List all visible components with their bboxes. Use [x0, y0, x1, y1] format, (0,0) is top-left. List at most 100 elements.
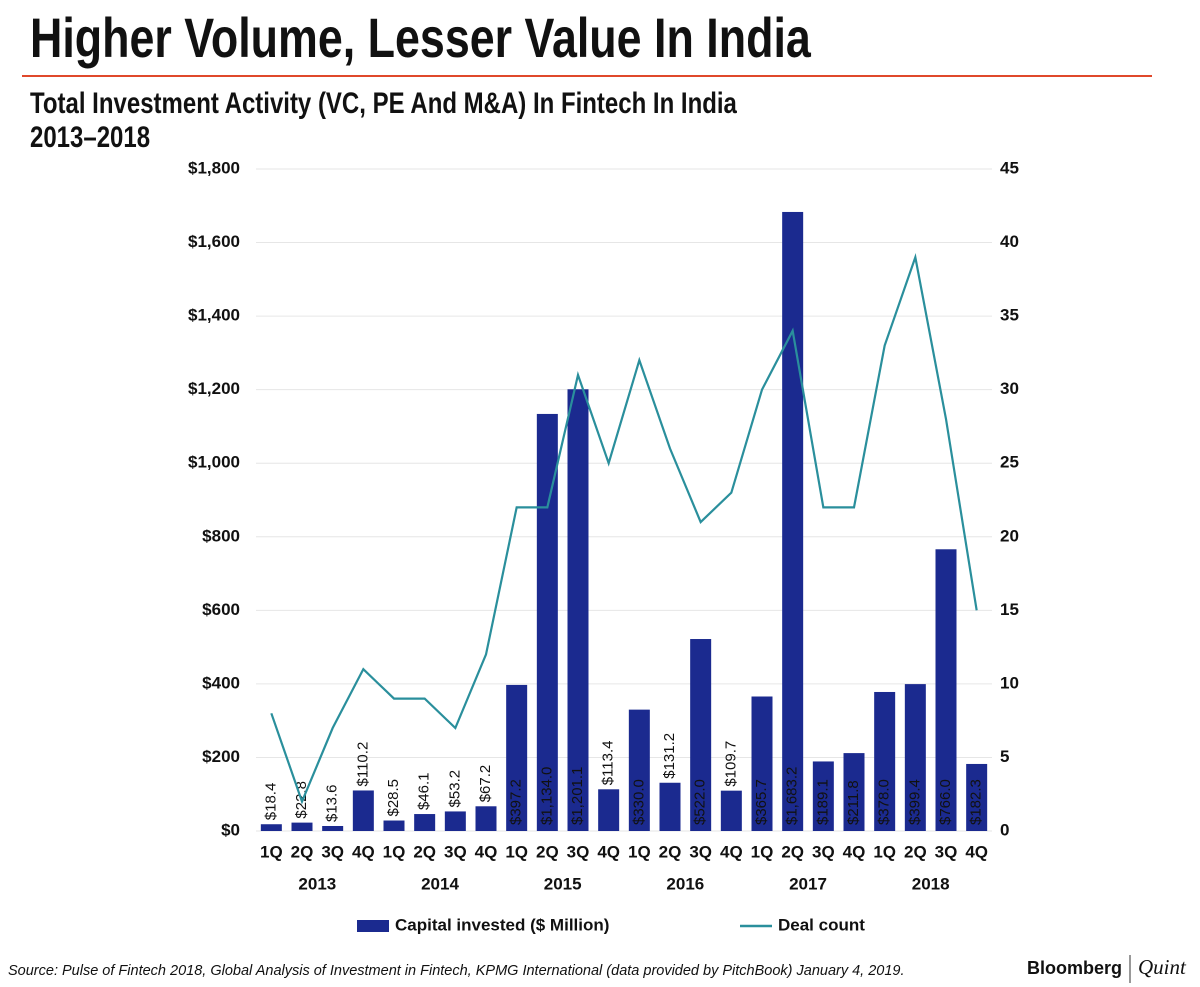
x-tick-label: 4Q	[843, 842, 866, 861]
y-tick-label: $800	[202, 526, 240, 545]
bar	[291, 822, 313, 831]
x-tick-label: 3Q	[812, 842, 835, 861]
y2-tick-label: 15	[1000, 600, 1019, 619]
x-tick-label: 1Q	[873, 842, 896, 861]
y2-tick-label: 30	[1000, 379, 1019, 398]
y2-tick-label: 0	[1000, 820, 1009, 839]
y-tick-label: $0	[221, 820, 240, 839]
x-tick-label: 3Q	[444, 842, 467, 861]
bar-value-label: $110.2	[354, 742, 371, 787]
bar-value-label: $182.3	[968, 779, 985, 825]
source: Source: Pulse of Fintech 2018, Global An…	[8, 963, 905, 979]
x-tick-label: 2Q	[904, 842, 927, 861]
bar	[475, 806, 497, 831]
bar-value-label: $46.1	[416, 772, 433, 810]
x-group-label: 2014	[421, 874, 459, 893]
bar	[690, 639, 712, 831]
bar-value-label: $113.4	[600, 741, 617, 786]
x-tick-label: 2Q	[413, 842, 436, 861]
y-tick-label: $1,000	[188, 453, 240, 472]
bar-value-label: $330.0	[630, 779, 647, 825]
bar	[935, 549, 957, 831]
bar-value-label: $378.0	[876, 779, 893, 825]
y2-tick-label: 20	[1000, 526, 1019, 545]
bar	[322, 825, 344, 831]
x-tick-label: 2Q	[659, 842, 682, 861]
x-tick-label: 2Q	[536, 842, 559, 861]
y2-tick-label: 10	[1000, 673, 1019, 692]
y-tick-label: $1,800	[188, 158, 240, 177]
bar	[598, 789, 620, 831]
y-tick-label: $1,600	[188, 232, 240, 251]
bar	[536, 413, 558, 831]
y2-tick-label: 45	[1000, 158, 1019, 177]
brand: Quint	[1138, 955, 1187, 979]
x-group-label: 2015	[544, 874, 582, 893]
bar	[414, 814, 436, 831]
bar	[782, 211, 804, 832]
bar-value-label: $13.6	[324, 784, 341, 822]
y-tick-label: $1,200	[188, 379, 240, 398]
y-tick-label: $200	[202, 747, 240, 766]
bar-value-label: $28.5	[385, 779, 402, 817]
x-tick-label: 2Q	[291, 842, 314, 861]
bar-value-label: $67.2	[477, 765, 494, 803]
x-group-label: 2016	[666, 874, 704, 893]
y-tick-label: $1,400	[188, 306, 240, 325]
bar	[874, 691, 896, 831]
bar	[260, 824, 282, 831]
bar	[904, 684, 926, 831]
x-tick-label: 1Q	[751, 842, 774, 861]
y2-tick-label: 35	[1000, 306, 1019, 325]
x-group-label: 2013	[298, 874, 336, 893]
x-tick-label: 4Q	[352, 842, 375, 861]
bar-value-label: $1,134.0	[538, 767, 555, 825]
x-tick-label: 1Q	[505, 842, 528, 861]
title: Higher Volume, Lesser Value In India	[30, 6, 812, 69]
bar-value-label: $397.2	[508, 779, 525, 825]
x-group-label: 2017	[789, 874, 827, 893]
x-tick-label: 2Q	[781, 842, 804, 861]
bar	[444, 811, 466, 831]
bar	[383, 820, 405, 831]
bar-value-label: $1,683.2	[784, 767, 801, 825]
bar	[751, 696, 773, 831]
bar-value-label: $1,201.1	[569, 767, 586, 825]
x-tick-label: 4Q	[475, 842, 498, 861]
x-tick-label: 1Q	[260, 842, 283, 861]
y2-tick-label: 5	[1000, 747, 1009, 766]
bar-value-label: $109.7	[722, 741, 739, 787]
x-tick-label: 4Q	[720, 842, 743, 861]
bar	[966, 763, 988, 831]
bar	[567, 389, 589, 831]
subtitle: 2013–2018	[30, 119, 150, 153]
x-tick-label: 4Q	[597, 842, 620, 861]
y2-tick-label: 40	[1000, 232, 1019, 251]
bar	[659, 782, 681, 831]
subtitle: Total Investment Activity (VC, PE And M&…	[30, 85, 738, 119]
y-tick-label: $400	[202, 673, 240, 692]
legend-label: Capital invested ($ Million)	[395, 915, 609, 934]
bar	[720, 790, 742, 831]
legend-label: Deal count	[778, 915, 865, 934]
brand: Bloomberg	[1027, 958, 1122, 978]
x-tick-label: 3Q	[689, 842, 712, 861]
bar-value-label: $189.1	[814, 779, 831, 825]
legend-swatch	[357, 920, 389, 932]
y2-tick-label: 25	[1000, 453, 1019, 472]
bar-value-label: $399.4	[906, 779, 923, 825]
bar	[506, 684, 528, 831]
x-tick-label: 3Q	[321, 842, 344, 861]
y-tick-label: $600	[202, 600, 240, 619]
bar-value-label: $131.2	[661, 733, 678, 779]
x-tick-label: 1Q	[628, 842, 651, 861]
bar-value-label: $18.4	[262, 783, 279, 821]
x-tick-label: 3Q	[935, 842, 958, 861]
bar-value-label: $365.7	[753, 779, 770, 825]
x-tick-label: 4Q	[965, 842, 988, 861]
bar	[843, 753, 865, 831]
bar	[628, 709, 650, 831]
line	[270, 253, 978, 805]
bar-value-label: $53.2	[446, 770, 463, 808]
